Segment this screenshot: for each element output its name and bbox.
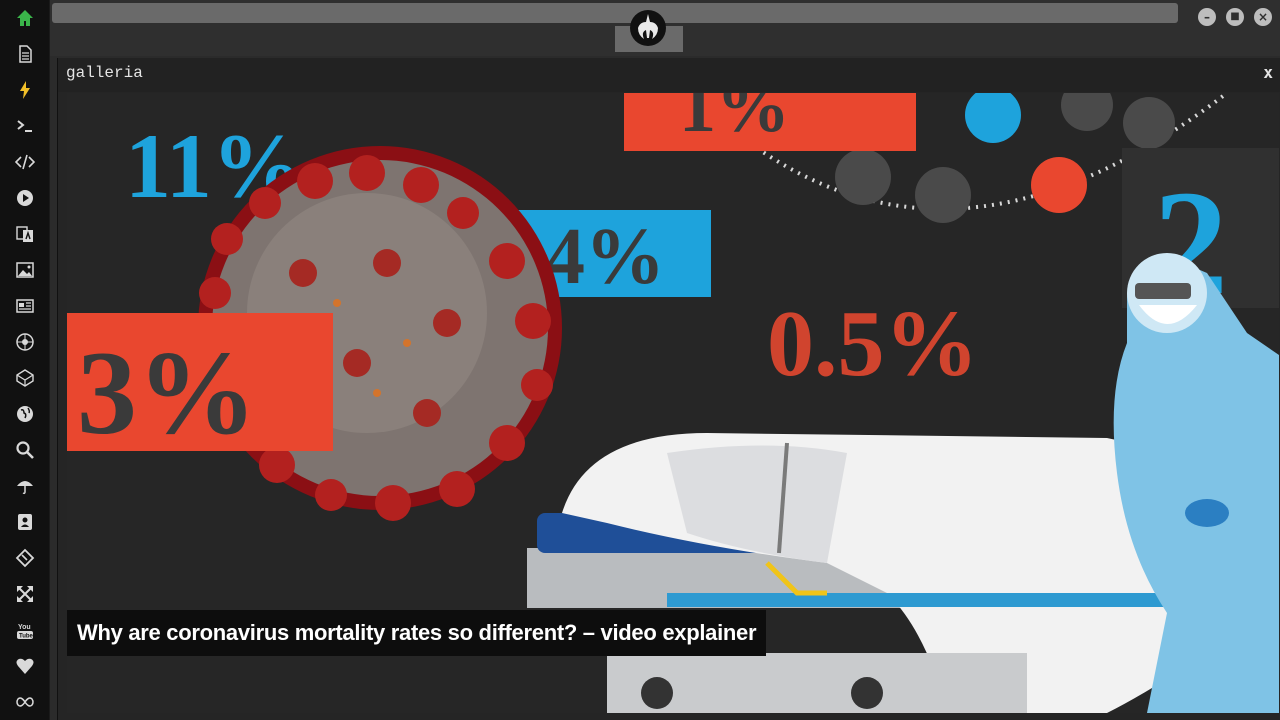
home-icon[interactable] bbox=[12, 6, 38, 30]
stat-3: 3% bbox=[77, 326, 257, 459]
stat-box-red-left bbox=[67, 313, 333, 451]
gallery-image[interactable]: 1% 11% 4% 0.5% 2 bbox=[67, 93, 1279, 713]
sidebar: You Tube bbox=[0, 0, 50, 720]
window-title: galleria bbox=[66, 64, 143, 82]
address-slot[interactable] bbox=[52, 3, 1178, 23]
contact-icon[interactable] bbox=[12, 510, 38, 534]
news-icon[interactable] bbox=[12, 294, 38, 318]
close-app-button[interactable]: × bbox=[1254, 8, 1272, 26]
stretcher-illustration bbox=[527, 433, 1247, 713]
maximize-button[interactable]: ■ bbox=[1226, 8, 1244, 26]
translate-icon[interactable] bbox=[12, 222, 38, 246]
code-icon[interactable] bbox=[12, 150, 38, 174]
document-icon[interactable] bbox=[12, 42, 38, 66]
window-header: galleria x bbox=[58, 58, 1280, 92]
gallery-illustration: 1% 11% 4% 0.5% 2 bbox=[67, 93, 1279, 713]
stat-05: 0.5% bbox=[767, 292, 979, 396]
caption-text: Why are coronavirus mortality rates so d… bbox=[77, 620, 757, 645]
play-icon[interactable] bbox=[12, 186, 38, 210]
stat-box-red-top bbox=[624, 93, 916, 151]
health-worker-illustration bbox=[1113, 253, 1279, 713]
cube-icon[interactable] bbox=[12, 366, 38, 390]
terminal-icon[interactable] bbox=[12, 114, 38, 138]
svg-text:Tube: Tube bbox=[19, 634, 34, 640]
infinity-icon[interactable] bbox=[12, 690, 38, 714]
globe-icon[interactable] bbox=[12, 402, 38, 426]
galleria-window: galleria x 1% 11% 4% 0.5% bbox=[57, 58, 1280, 720]
bolt-icon[interactable] bbox=[12, 78, 38, 102]
stat-1: 1% bbox=[679, 93, 790, 148]
expand-icon[interactable] bbox=[12, 582, 38, 606]
rebel-icon[interactable] bbox=[12, 330, 38, 354]
rebel-alliance-logo[interactable] bbox=[628, 8, 668, 48]
youtube-icon[interactable]: You Tube bbox=[12, 618, 38, 642]
umbrella-icon[interactable] bbox=[12, 474, 38, 498]
window-close-button[interactable]: x bbox=[1263, 63, 1273, 82]
heart-icon[interactable] bbox=[12, 654, 38, 678]
stat-4: 4% bbox=[545, 213, 665, 301]
svg-text:You: You bbox=[18, 624, 31, 631]
image-caption: Why are coronavirus mortality rates so d… bbox=[67, 610, 767, 656]
search-icon[interactable] bbox=[12, 438, 38, 462]
git-icon[interactable] bbox=[12, 546, 38, 570]
top-bar: – ■ × bbox=[50, 0, 1280, 56]
image-icon[interactable] bbox=[12, 258, 38, 282]
minimize-button[interactable]: – bbox=[1198, 8, 1216, 26]
